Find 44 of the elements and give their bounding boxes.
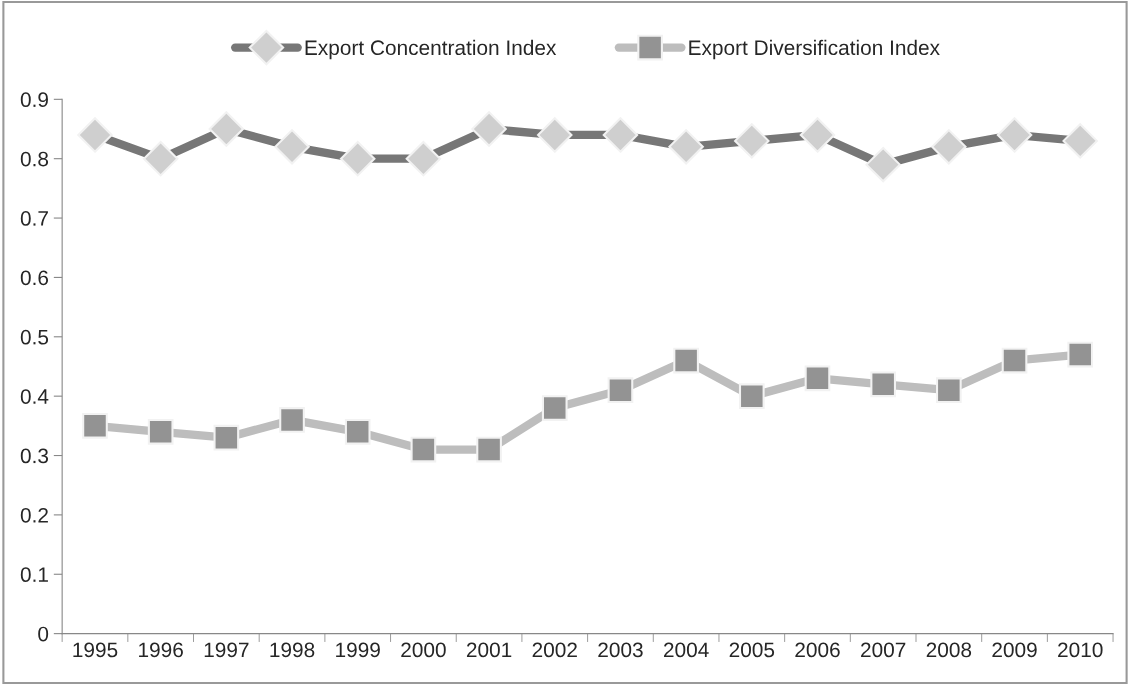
y-tick-label: 0.9 [20, 92, 48, 108]
y-tick-label: 0.7 [20, 211, 48, 226]
point [1067, 341, 1094, 368]
x-tick-label: 1999 [336, 642, 380, 658]
y-tick-label: 0.2 [20, 507, 48, 523]
point [410, 436, 437, 463]
x-tick-label: 2000 [401, 642, 446, 658]
x-tick-label: 1998 [270, 642, 315, 658]
x-tick-label: 2003 [598, 642, 643, 658]
x-tick-label: 2001 [466, 642, 512, 658]
x-tick-label: 1997 [204, 642, 249, 658]
point [607, 377, 634, 404]
x-tick-label: 2010 [1058, 642, 1103, 658]
x-tick-label: 2007 [861, 642, 906, 658]
point [476, 436, 502, 463]
legend-label: Export Diversification Index [689, 39, 940, 60]
y-tick-label: 0.6 [20, 270, 49, 286]
x-tick-label: 2002 [532, 642, 577, 658]
y-tick-label: 0.1 [20, 567, 48, 583]
point [738, 383, 765, 409]
point [541, 395, 568, 421]
y-tick-label: 0.8 [20, 151, 49, 167]
x-tick-label: 2008 [926, 642, 972, 658]
point [804, 365, 831, 392]
y-tick-label: 0.3 [20, 448, 49, 464]
point [279, 407, 305, 433]
x-tick-label: 1995 [73, 642, 118, 658]
x-tick-label: 2006 [795, 642, 840, 658]
y-tick-label: 0.5 [20, 329, 49, 345]
legend-label: Export Concentration Index [305, 39, 557, 60]
point [673, 347, 699, 374]
y-tick-label: 0 [38, 626, 49, 642]
x-tick-label: 2009 [992, 642, 1037, 658]
point [82, 413, 108, 439]
point [1001, 347, 1028, 374]
point [870, 371, 897, 398]
y-tick-label: 0.4 [20, 389, 49, 404]
point [147, 418, 174, 445]
x-tick-label: 2005 [729, 642, 775, 658]
point [344, 418, 371, 445]
point [213, 424, 240, 451]
point [936, 377, 962, 404]
x-tick-label: 2004 [664, 642, 709, 658]
x-tick-label: 1996 [139, 642, 183, 658]
